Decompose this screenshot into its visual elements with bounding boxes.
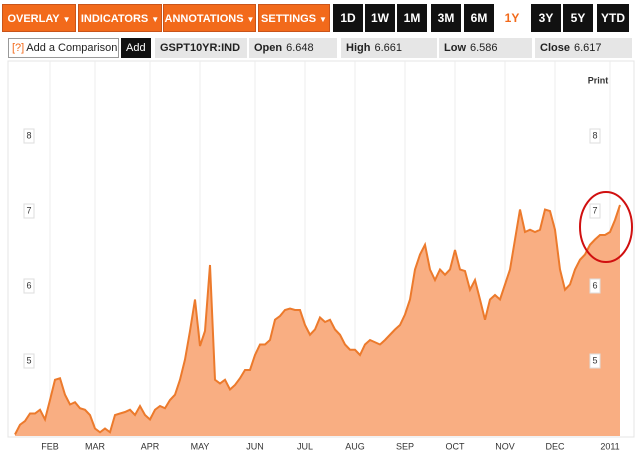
help-icon: [?]: [12, 42, 25, 54]
x-tick-label: DEC: [545, 441, 565, 451]
y-tick-label: 6: [592, 280, 597, 290]
range-button[interactable]: 5Y: [563, 4, 593, 32]
menu-button[interactable]: INDICATORS ▼: [78, 4, 162, 32]
range-button[interactable]: 1Y: [497, 4, 527, 32]
line: [14, 204, 621, 435]
dropdown-arrow: ▼: [319, 15, 327, 24]
y-tick-label: 6: [26, 280, 31, 290]
y-tick-box: [23, 128, 35, 144]
quote-field: Close 6.617: [535, 38, 632, 58]
y-tick-label: 5: [26, 355, 31, 365]
y-tick-box: [23, 278, 35, 294]
y-tick-label: 8: [592, 130, 597, 140]
y-tick-box: [589, 278, 601, 294]
print-link[interactable]: Print: [588, 75, 609, 85]
quote-label: High: [346, 42, 371, 54]
range-button[interactable]: 1M: [397, 4, 427, 32]
ticker: GSPT10YR:IND: [155, 38, 247, 58]
y-tick-box: [589, 203, 601, 219]
quote-label: Close: [540, 42, 570, 54]
quote-field: High 6.661: [341, 38, 437, 58]
area: [15, 205, 620, 436]
dropdown-arrow: ▼: [151, 15, 160, 24]
range-button[interactable]: 3Y: [531, 4, 561, 32]
toolbar: OVERLAY ▼ INDICATORS ▼ ANNOTATIONS ▼ SETTINGS ▼…: [0, 0, 640, 36]
quote-label: Open: [254, 42, 283, 54]
quote-value: 6.617: [573, 42, 602, 54]
comparison-placeholder: Add a Comparison: [26, 42, 118, 54]
menu-button[interactable]: SETTINGS ▼: [258, 4, 330, 32]
y-tick-box: [589, 353, 601, 369]
x-tick-label: AUG: [345, 441, 365, 451]
x-tick-label: NOV: [495, 441, 515, 451]
x-tick-label: MAR: [85, 441, 106, 451]
add-button[interactable]: Add: [121, 38, 151, 58]
y-tick-label: 5: [592, 355, 597, 365]
y-tick-box: [23, 203, 35, 219]
y-tick-box: [23, 353, 35, 369]
quote-field: Open 6.648: [249, 38, 337, 58]
dropdown-arrow: ▼: [246, 15, 255, 24]
menu-label: ANNOTATIONS: [164, 13, 244, 25]
quote-label: Low: [444, 42, 466, 54]
quote-value: 6.586: [470, 42, 498, 54]
menu-label: OVERLAY: [7, 13, 60, 25]
range-button[interactable]: 3M: [431, 4, 461, 32]
menu-button[interactable]: ANNOTATIONS ▼: [163, 4, 256, 32]
x-tick-label: MAY: [191, 441, 210, 451]
annotation-circle: [579, 191, 633, 263]
x-tick-label: OCT: [446, 441, 466, 451]
y-tick-label: 7: [26, 205, 31, 215]
quote-field: Low 6.586: [439, 38, 532, 58]
range-button[interactable]: 1D: [333, 4, 363, 32]
x-tick-label: FEB: [41, 441, 59, 451]
comparison-input[interactable]: [?] Add a Comparison: [8, 38, 119, 58]
y-tick-label: 8: [26, 130, 31, 140]
quote-value: 6.661: [374, 42, 402, 54]
x-tick-label: 2011: [600, 441, 619, 451]
x-tick-label: JUN: [246, 441, 264, 451]
x-tick-label: SEP: [396, 441, 414, 451]
x-tick-label: JUL: [297, 441, 313, 451]
menu-button[interactable]: OVERLAY ▼: [2, 4, 76, 32]
range-button[interactable]: 6M: [464, 4, 494, 32]
quote-value: 6.648: [286, 42, 314, 54]
menu-label: SETTINGS: [261, 13, 317, 25]
range-button[interactable]: 1W: [365, 4, 395, 32]
y-tick-label: 7: [592, 205, 597, 215]
x-tick-label: APR: [141, 441, 160, 451]
y-tick-box: [589, 128, 601, 144]
dropdown-arrow: ▼: [62, 15, 71, 24]
range-button[interactable]: YTD: [597, 4, 629, 32]
menu-label: INDICATORS: [80, 13, 149, 25]
